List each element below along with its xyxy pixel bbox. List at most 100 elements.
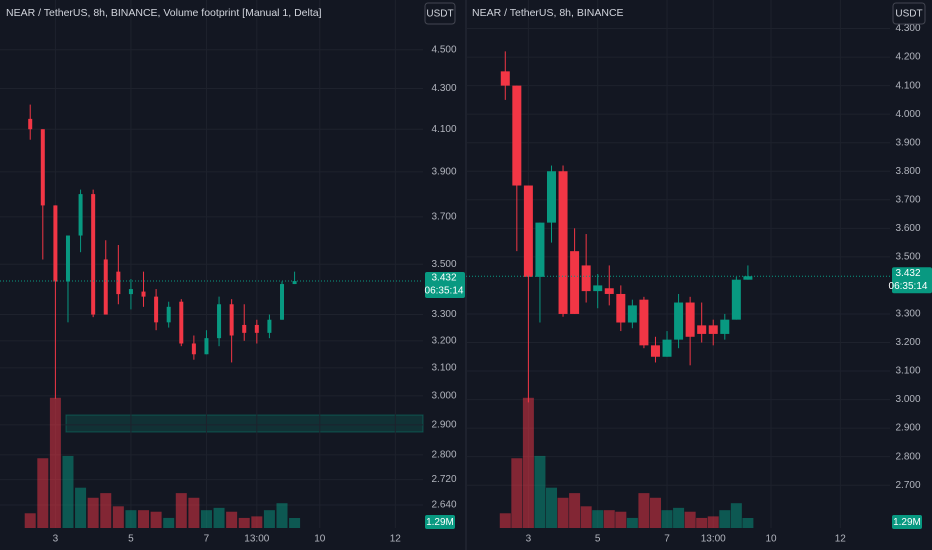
candle-body — [720, 319, 730, 334]
volume-bar — [125, 510, 137, 528]
volume-bar — [49, 397, 61, 528]
x-tick-label: 3 — [53, 534, 59, 545]
y-tick-label: 4.100 — [895, 80, 920, 91]
candle-body — [229, 304, 234, 336]
y-tick-label: 3.700 — [895, 194, 920, 205]
y-tick-label: 4.200 — [895, 52, 920, 63]
volume-bar — [188, 497, 200, 528]
price-label: 3.432 — [895, 268, 920, 279]
candle-body — [650, 345, 660, 357]
volume-bar — [62, 455, 74, 528]
candle-body — [78, 194, 83, 236]
volume-bar — [742, 518, 754, 528]
currency-button[interactable] — [892, 2, 926, 25]
volume-bar — [626, 517, 638, 528]
x-tick-label: 13:00 — [701, 534, 726, 545]
volume-bar — [707, 516, 719, 528]
volume-bar — [719, 510, 731, 528]
y-tick-label: 3.000 — [895, 394, 920, 405]
candle-body — [128, 289, 133, 295]
candle-body — [743, 276, 753, 280]
y-tick-label: 3.600 — [895, 223, 920, 234]
volume-bar — [75, 487, 87, 528]
y-tick-label: 3.700 — [431, 212, 456, 223]
volume-bar — [730, 503, 742, 528]
candle-body — [731, 279, 741, 320]
countdown-label: 06:35:14 — [425, 286, 464, 297]
volume-bar — [499, 513, 511, 528]
candle-body — [116, 271, 121, 295]
currency-label[interactable]: USDT — [426, 9, 453, 20]
x-tick-label: 10 — [765, 534, 777, 545]
chart-title: NEAR / TetherUS, 8h, BINANCE — [472, 7, 624, 19]
volume-bar — [226, 511, 238, 528]
y-tick-label: 3.100 — [895, 366, 920, 377]
y-tick-label: 3.900 — [431, 167, 456, 178]
volume-bar — [603, 510, 615, 528]
x-tick-label: 5 — [128, 534, 134, 545]
volume-bar — [112, 506, 124, 528]
volume-bar — [24, 513, 36, 528]
candle-body — [674, 302, 684, 340]
volume-bar — [138, 510, 150, 528]
y-tick-label: 2.720 — [431, 474, 456, 485]
volume-bar — [569, 493, 581, 528]
currency-label[interactable]: USDT — [895, 9, 922, 20]
chart-title: NEAR / TetherUS, 8h, BINANCE, Volume foo… — [6, 7, 322, 19]
candle-body — [40, 129, 45, 206]
y-tick-label: 4.500 — [431, 44, 456, 55]
candle-body — [627, 305, 637, 323]
x-tick-label: 7 — [204, 534, 210, 545]
candle-body — [500, 71, 510, 86]
volume-bar — [696, 517, 708, 528]
y-tick-label: 3.300 — [431, 309, 456, 320]
volume-bar — [661, 510, 673, 528]
volume-label-box — [425, 515, 455, 529]
candle-body — [639, 299, 649, 346]
candle-body — [28, 118, 33, 130]
candle-body — [65, 235, 70, 282]
y-tick-label: 3.900 — [895, 137, 920, 148]
volume-bar — [684, 511, 696, 528]
candle-body — [662, 339, 672, 357]
candle-body — [103, 259, 108, 315]
volume-bar — [200, 510, 212, 528]
volume-bar — [213, 507, 225, 528]
x-tick-label: 12 — [835, 534, 847, 545]
candle-body — [217, 304, 222, 339]
candle-body — [204, 338, 209, 355]
volume-label: 1.29M — [426, 517, 454, 528]
volume-bar — [649, 497, 661, 528]
currency-button[interactable] — [424, 2, 456, 25]
zone — [65, 414, 424, 433]
candle-body — [242, 324, 247, 333]
y-tick-label: 2.800 — [895, 451, 920, 462]
volume-bar — [557, 497, 569, 528]
y-tick-label: 3.100 — [431, 363, 456, 374]
candle-body — [254, 324, 259, 333]
candle-body — [191, 343, 196, 355]
candle-body — [708, 325, 718, 334]
x-tick-label: 5 — [595, 534, 601, 545]
x-tick-label: 12 — [390, 534, 402, 545]
candle-body — [616, 293, 626, 323]
y-tick-label: 2.800 — [431, 449, 456, 460]
volume-bar — [175, 493, 187, 528]
volume-bar — [87, 497, 99, 528]
y-tick-label: 2.900 — [431, 420, 456, 431]
y-tick-label: 4.300 — [895, 23, 920, 34]
x-tick-label: 10 — [314, 534, 326, 545]
y-tick-label: 4.100 — [431, 124, 456, 135]
volume-bar — [638, 493, 650, 528]
x-tick-label: 3 — [526, 534, 532, 545]
candle-body — [523, 185, 533, 277]
candle-body — [267, 319, 272, 333]
volume-bar — [263, 510, 275, 528]
candle-body — [581, 265, 591, 292]
volume-bar — [163, 517, 175, 528]
volume-bar — [511, 458, 523, 528]
volume-bar — [100, 493, 112, 528]
candle-body — [685, 302, 695, 337]
